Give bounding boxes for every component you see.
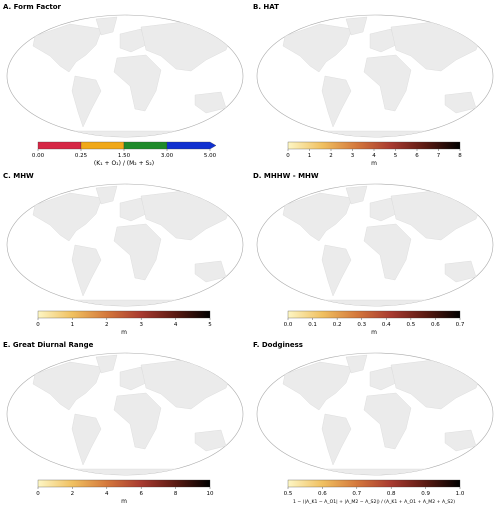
colorbar-label: m (121, 329, 127, 336)
colorbar-segment (123, 141, 168, 150)
colorbar (287, 310, 461, 319)
world-map (257, 353, 493, 478)
colorbar-tick-label: 5 (394, 153, 398, 159)
panel: D. MHHW - MHW 0.0 0.1 0.2 0.3 0.4 0.5 0.6 0.7 m (253, 172, 493, 336)
colorbar-tick-label: 0.5 (284, 491, 293, 497)
colorbar-segment (37, 141, 82, 150)
colorbar-tick-label: 0 (36, 322, 40, 328)
colorbar (287, 141, 461, 150)
colorbar (287, 479, 461, 488)
world-map (7, 184, 243, 309)
colorbar-tick-label: 3 (351, 153, 355, 159)
colorbar (37, 310, 211, 319)
colorbar-tick-label: 0.0 (284, 322, 293, 328)
colorbar-tick-label: 2 (71, 491, 75, 497)
colorbar-tick-label: 0.7 (352, 491, 361, 497)
colorbar-label: m (371, 160, 377, 167)
colorbar-tick-label: 0.6 (318, 491, 327, 497)
colorbar-tick-label: 0.7 (456, 322, 465, 328)
colorbar-tick-label: 5 (208, 322, 212, 328)
world-map (7, 353, 243, 478)
colorbar-tick-label: 7 (437, 153, 441, 159)
colorbar-segment (80, 141, 125, 150)
panel-title: E. Great Diurnal Range (3, 341, 94, 349)
panel-title: C. MHW (3, 172, 34, 180)
colorbar-label: (K₁ + O₁) / (M₂ + S₂) (94, 160, 154, 167)
colorbar-tick-label: 8 (458, 153, 462, 159)
colorbar-tick-label: 1.50 (118, 153, 131, 159)
panel: E. Great Diurnal Range 0 2 4 6 8 10 m (3, 341, 243, 505)
panel: F. Dodginess 0.5 0.6 0.7 0.8 0.9 1.01 − (|A_K1… (253, 341, 493, 505)
colorbar-tick-label: 3.00 (161, 153, 174, 159)
colorbar-tick-label: 1.0 (456, 491, 465, 497)
colorbar-tick-label: 0.4 (382, 322, 391, 328)
panel-title: D. MHHW - MHW (253, 172, 319, 180)
colorbar-tick-label: 10 (207, 491, 214, 497)
colorbar-tick-label: 0.1 (308, 322, 317, 328)
panel: A. Form Factor 0.00 0.25 1.50 3.00 5.00 (K₁ + … (3, 3, 243, 167)
colorbar-tick-label: 0 (36, 491, 40, 497)
colorbar-label: m (371, 329, 377, 336)
colorbar-tick-label: 4 (372, 153, 376, 159)
colorbar-tick-label: 3 (139, 322, 143, 328)
colorbar-tick-label: 0.3 (357, 322, 366, 328)
colorbar-tick-label: 5.00 (204, 153, 217, 159)
panel: B. HAT 0 1 2 3 4 5 6 7 8 m (253, 3, 493, 167)
colorbar-label: m (121, 498, 127, 505)
colorbar-tick-label: 0 (286, 153, 290, 159)
colorbar-tick-label: 0.5 (406, 322, 415, 328)
colorbar-tick-label: 0.8 (387, 491, 396, 497)
colorbar-tick-label: 6 (415, 153, 419, 159)
world-map (257, 15, 493, 140)
panel-title: B. HAT (253, 3, 279, 11)
colorbar-tick-label: 4 (174, 322, 178, 328)
colorbar-tick-label: 0.6 (431, 322, 440, 328)
colorbar-tick-label: 0.25 (75, 153, 88, 159)
world-map (257, 184, 493, 309)
colorbar-tick-label: 0.2 (333, 322, 342, 328)
panel: C. MHW 0 1 2 3 4 5 m (3, 172, 243, 336)
colorbar-tick-label: 0.00 (32, 153, 45, 159)
colorbar-tick-label: 0.9 (421, 491, 430, 497)
colorbar-label: 1 − (|A_K1 − A_O1| + |A_M2 − A_S2|) / (A… (293, 499, 455, 505)
panel-title: A. Form Factor (3, 3, 62, 11)
world-map (7, 15, 243, 140)
colorbar (37, 479, 211, 488)
colorbar-tick-label: 6 (139, 491, 143, 497)
colorbar-tick-label: 8 (174, 491, 178, 497)
colorbar-segment (166, 141, 217, 150)
colorbar-tick-label: 1 (308, 153, 312, 159)
colorbar-tick-label: 1 (71, 322, 75, 328)
colorbar-tick-label: 2 (105, 322, 109, 328)
colorbar-tick-label: 2 (329, 153, 333, 159)
colorbar-tick-label: 4 (105, 491, 109, 497)
panel-title: F. Dodginess (253, 341, 303, 349)
